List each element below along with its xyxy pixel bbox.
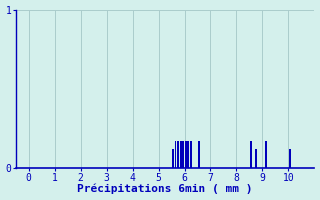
Bar (198, 141, 200, 168)
Bar (190, 141, 192, 168)
Bar (182, 141, 184, 168)
Bar (174, 141, 176, 168)
Bar (180, 141, 181, 168)
Bar (185, 141, 187, 168)
Bar (177, 141, 179, 168)
Bar (266, 141, 267, 168)
Bar (289, 149, 291, 168)
X-axis label: Précipitations 6min ( mm ): Précipitations 6min ( mm ) (77, 184, 253, 194)
Bar (250, 141, 252, 168)
Bar (188, 141, 189, 168)
Bar (255, 149, 257, 168)
Bar (172, 149, 174, 168)
